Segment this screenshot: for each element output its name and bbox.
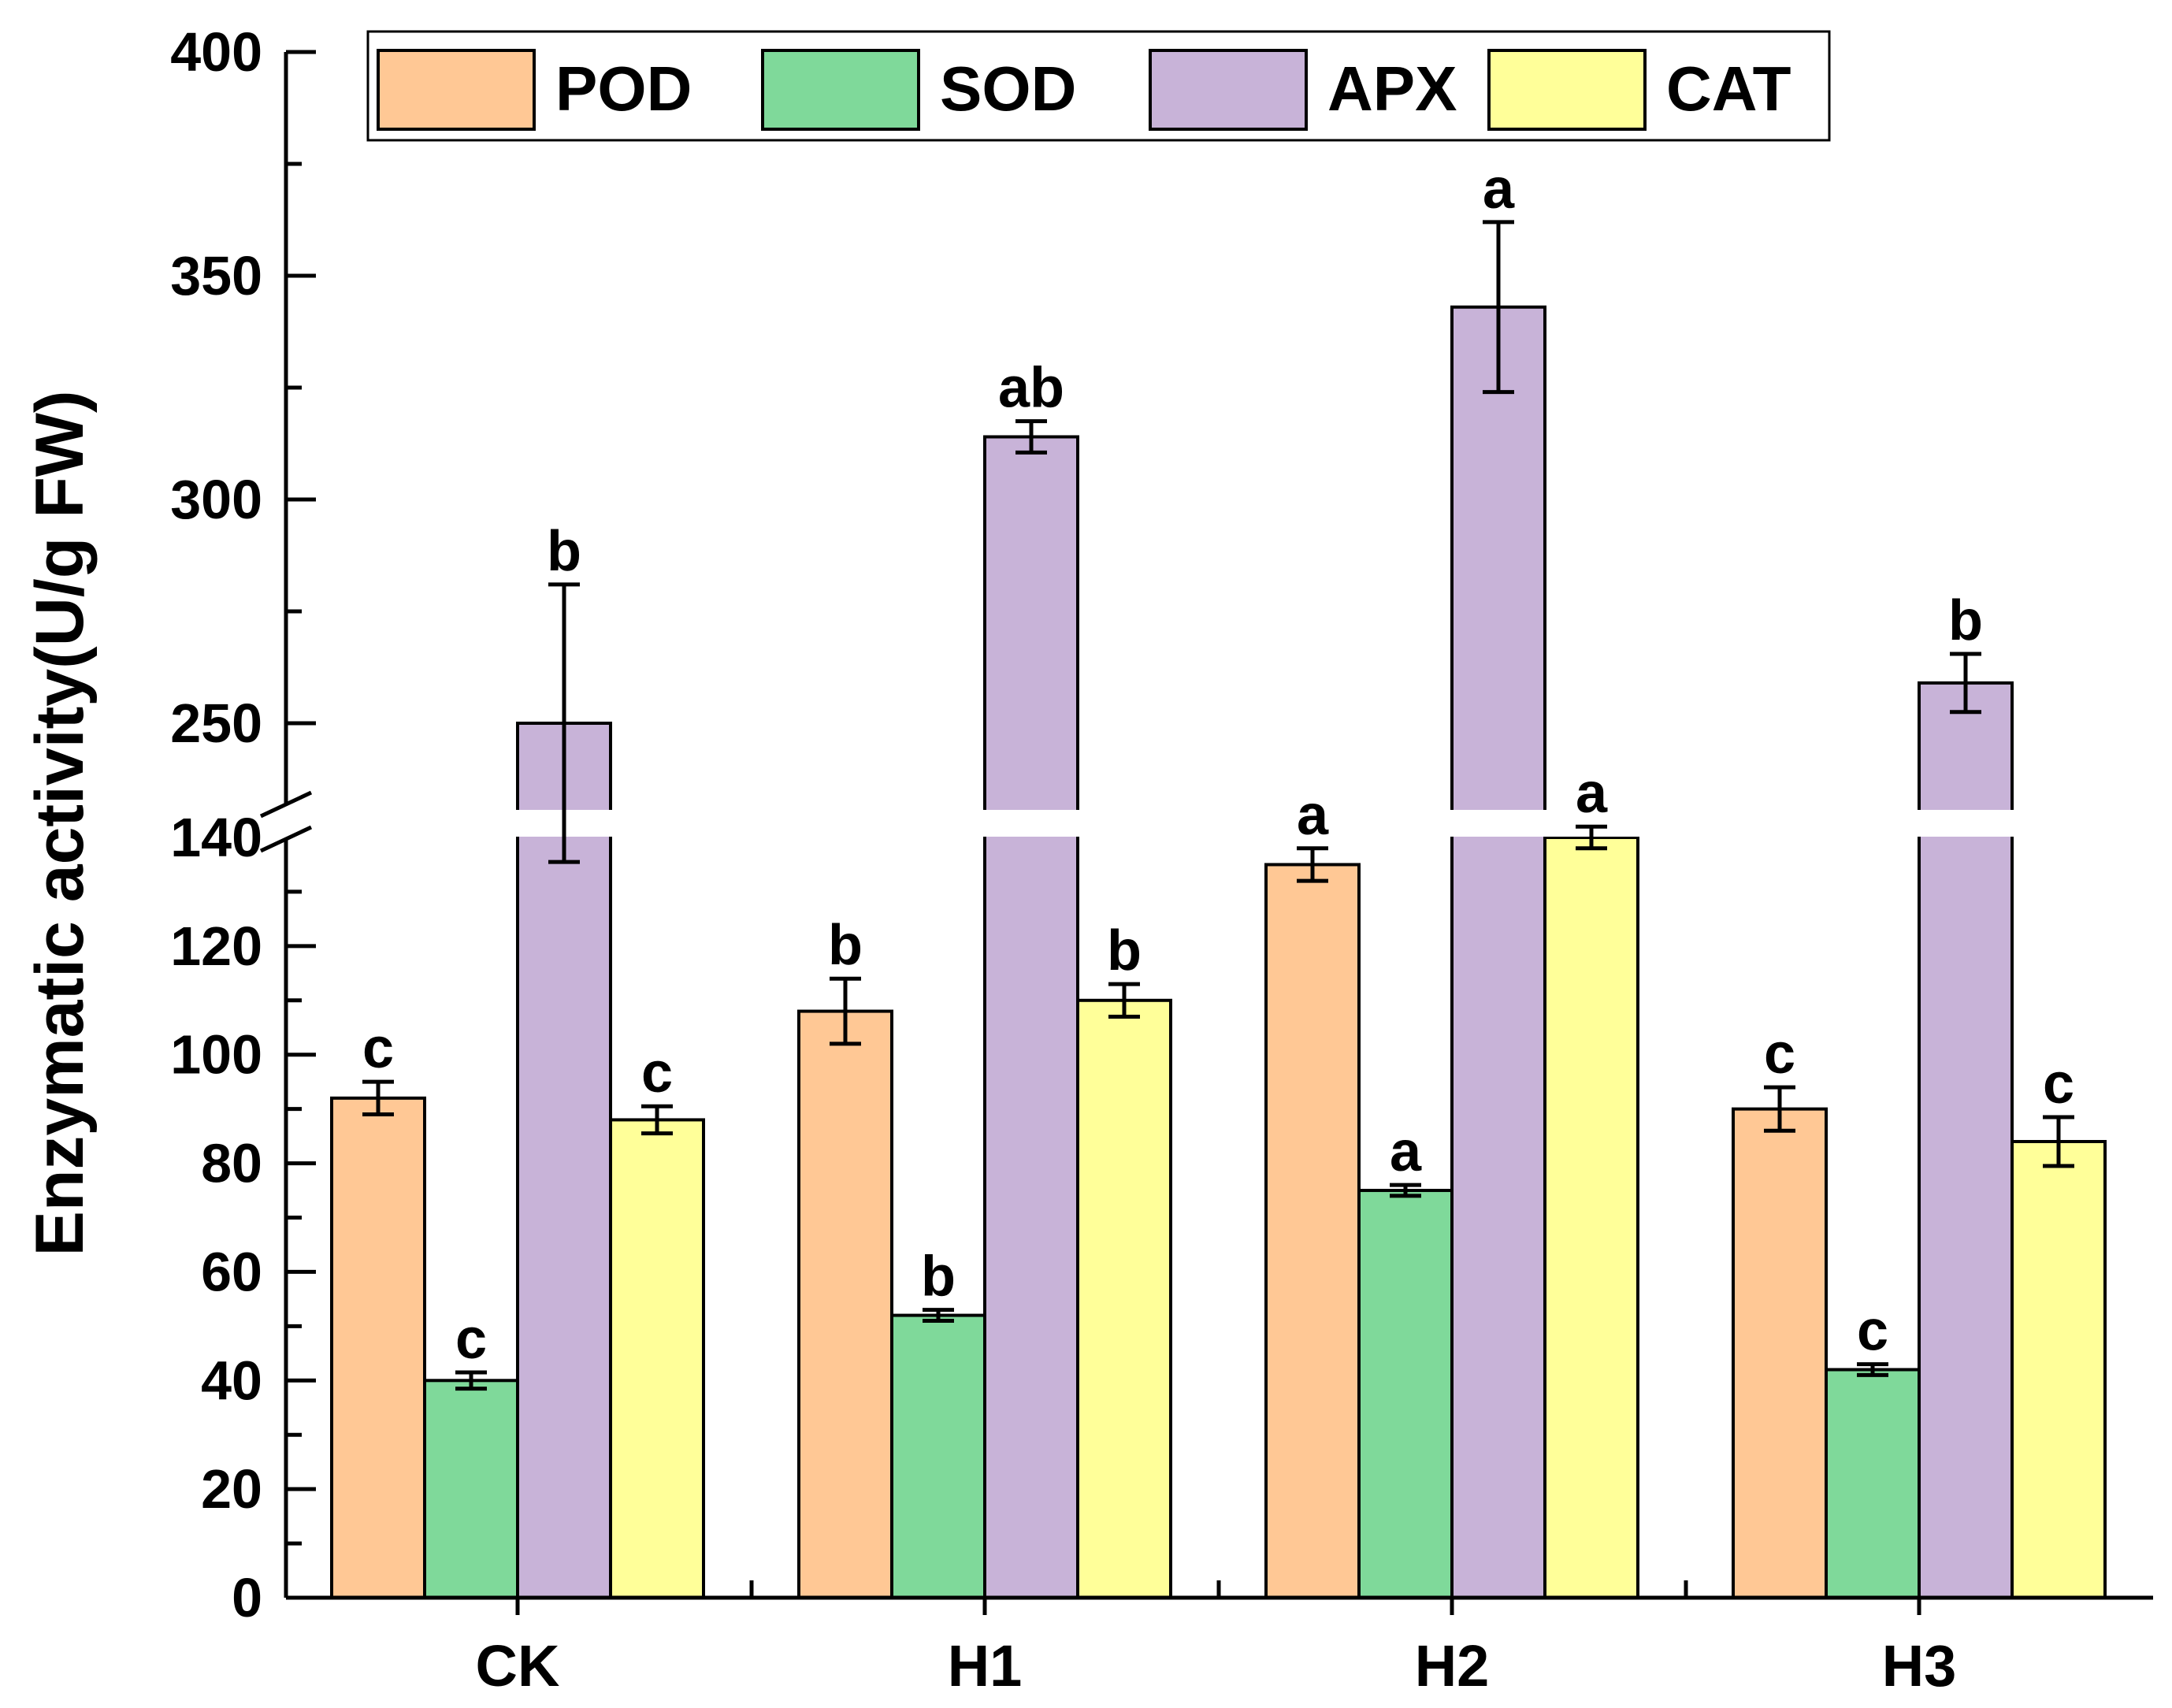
y-tick-label-140: 140 — [170, 807, 262, 868]
bar-cat-h1 — [1076, 998, 1172, 1600]
legend-label-pod: POD — [555, 54, 692, 124]
sig-label-sod-h3: c — [1857, 1300, 1888, 1363]
error-bar-cat-h2 — [1576, 824, 1607, 851]
y-tick-label-0: 0 — [232, 1567, 262, 1628]
sig-label-pod-h3: c — [1764, 1023, 1795, 1086]
error-bar-sod-h1 — [923, 1308, 954, 1323]
error-bar-cat-h3 — [2043, 1115, 2074, 1168]
y-tick-label-100: 100 — [170, 1024, 262, 1086]
bar-pod-ck — [330, 1096, 426, 1600]
bar-cat-h3 — [2010, 1140, 2107, 1599]
axis-break-gap — [288, 810, 2155, 837]
y-axis-title: Enzymatic activity(U/g FW) — [22, 390, 98, 1256]
error-bar-pod-h2 — [1297, 846, 1328, 883]
sig-label-cat-h2: a — [1576, 762, 1608, 825]
error-bar-apx-h1 — [1015, 419, 1047, 455]
sig-label-pod-ck: c — [362, 1017, 394, 1080]
y-tick-label-250: 250 — [170, 692, 262, 754]
x-tick-label-ck: CK — [476, 1633, 560, 1699]
legend-swatch-apx — [1149, 49, 1308, 131]
axis-break-mark — [259, 790, 313, 853]
bar-apx-ck — [516, 722, 612, 1599]
bar-sod-h1 — [890, 1313, 986, 1599]
bar-cat-h2 — [1543, 836, 1639, 1599]
error-bar-apx-ck — [548, 582, 580, 864]
y-tick-label-300: 300 — [170, 469, 262, 530]
bar-sod-h2 — [1357, 1189, 1454, 1600]
axes-layer: 0 20 40 60 80 100 120 140 250 300 350 400 CK H1 H2 H3 — [170, 21, 2153, 1699]
y-tick-label-80: 80 — [201, 1133, 262, 1194]
legend-swatch-sod — [761, 49, 920, 131]
error-bar-apx-h2 — [1483, 220, 1514, 395]
sig-label-apx-h1: ab — [998, 357, 1064, 420]
error-bar-pod-ck — [362, 1079, 394, 1117]
y-tick-label-60: 60 — [201, 1241, 262, 1302]
sig-label-sod-h1: b — [921, 1246, 956, 1309]
y-tick-label-350: 350 — [170, 245, 262, 306]
sig-label-sod-ck: c — [455, 1308, 487, 1371]
sig-label-cat-h3: c — [2043, 1053, 2074, 1116]
x-tick-label-h1: H1 — [948, 1633, 1023, 1699]
legend-label-sod: SOD — [940, 54, 1076, 124]
error-bar-sod-h3 — [1857, 1362, 1888, 1377]
error-bar-pod-h1 — [830, 976, 861, 1046]
bars-layer — [330, 305, 2107, 1600]
sig-label-apx-h2: a — [1483, 158, 1515, 221]
legend-swatch-cat — [1487, 49, 1647, 131]
bar-pod-h2 — [1264, 863, 1361, 1599]
bar-sod-ck — [423, 1379, 519, 1600]
y-tick-label-40: 40 — [201, 1350, 262, 1411]
axis-break-band — [288, 810, 2155, 837]
y-tick-label-120: 120 — [170, 915, 262, 977]
error-bar-apx-h3 — [1950, 652, 1981, 715]
error-bar-cat-ck — [641, 1104, 673, 1136]
sig-label-apx-h3: b — [1948, 589, 1983, 652]
error-bar-sod-h2 — [1390, 1183, 1421, 1198]
sig-label-pod-h2: a — [1297, 784, 1329, 847]
sig-label-cat-h1: b — [1107, 919, 1142, 982]
y-tick-label-20: 20 — [201, 1458, 262, 1520]
bar-apx-h1 — [983, 435, 1079, 1599]
error-bar-pod-h3 — [1764, 1085, 1795, 1133]
bar-sod-h3 — [1825, 1368, 1921, 1599]
sig-label-sod-h2: a — [1390, 1120, 1422, 1183]
bar-pod-h3 — [1732, 1107, 1828, 1599]
bar-cat-ck — [609, 1118, 705, 1599]
sig-label-pod-h1: b — [828, 914, 863, 977]
legend: POD SOD APX CAT — [366, 30, 1831, 142]
bar-apx-h2 — [1450, 305, 1546, 1599]
legend-label-cat: CAT — [1666, 54, 1791, 124]
error-bar-cat-h1 — [1108, 982, 1140, 1019]
sig-label-cat-ck: c — [641, 1042, 673, 1105]
bar-pod-h1 — [797, 1009, 893, 1599]
legend-swatch-pod — [377, 49, 536, 131]
x-tick-label-h2: H2 — [1415, 1633, 1490, 1699]
y-tick-label-400: 400 — [170, 21, 262, 83]
x-tick-label-h3: H3 — [1882, 1633, 1957, 1699]
legend-label-apx: APX — [1327, 54, 1457, 124]
error-bars-layer — [362, 220, 2074, 1391]
sig-label-apx-ck: b — [547, 520, 581, 583]
error-bar-sod-ck — [455, 1370, 487, 1391]
